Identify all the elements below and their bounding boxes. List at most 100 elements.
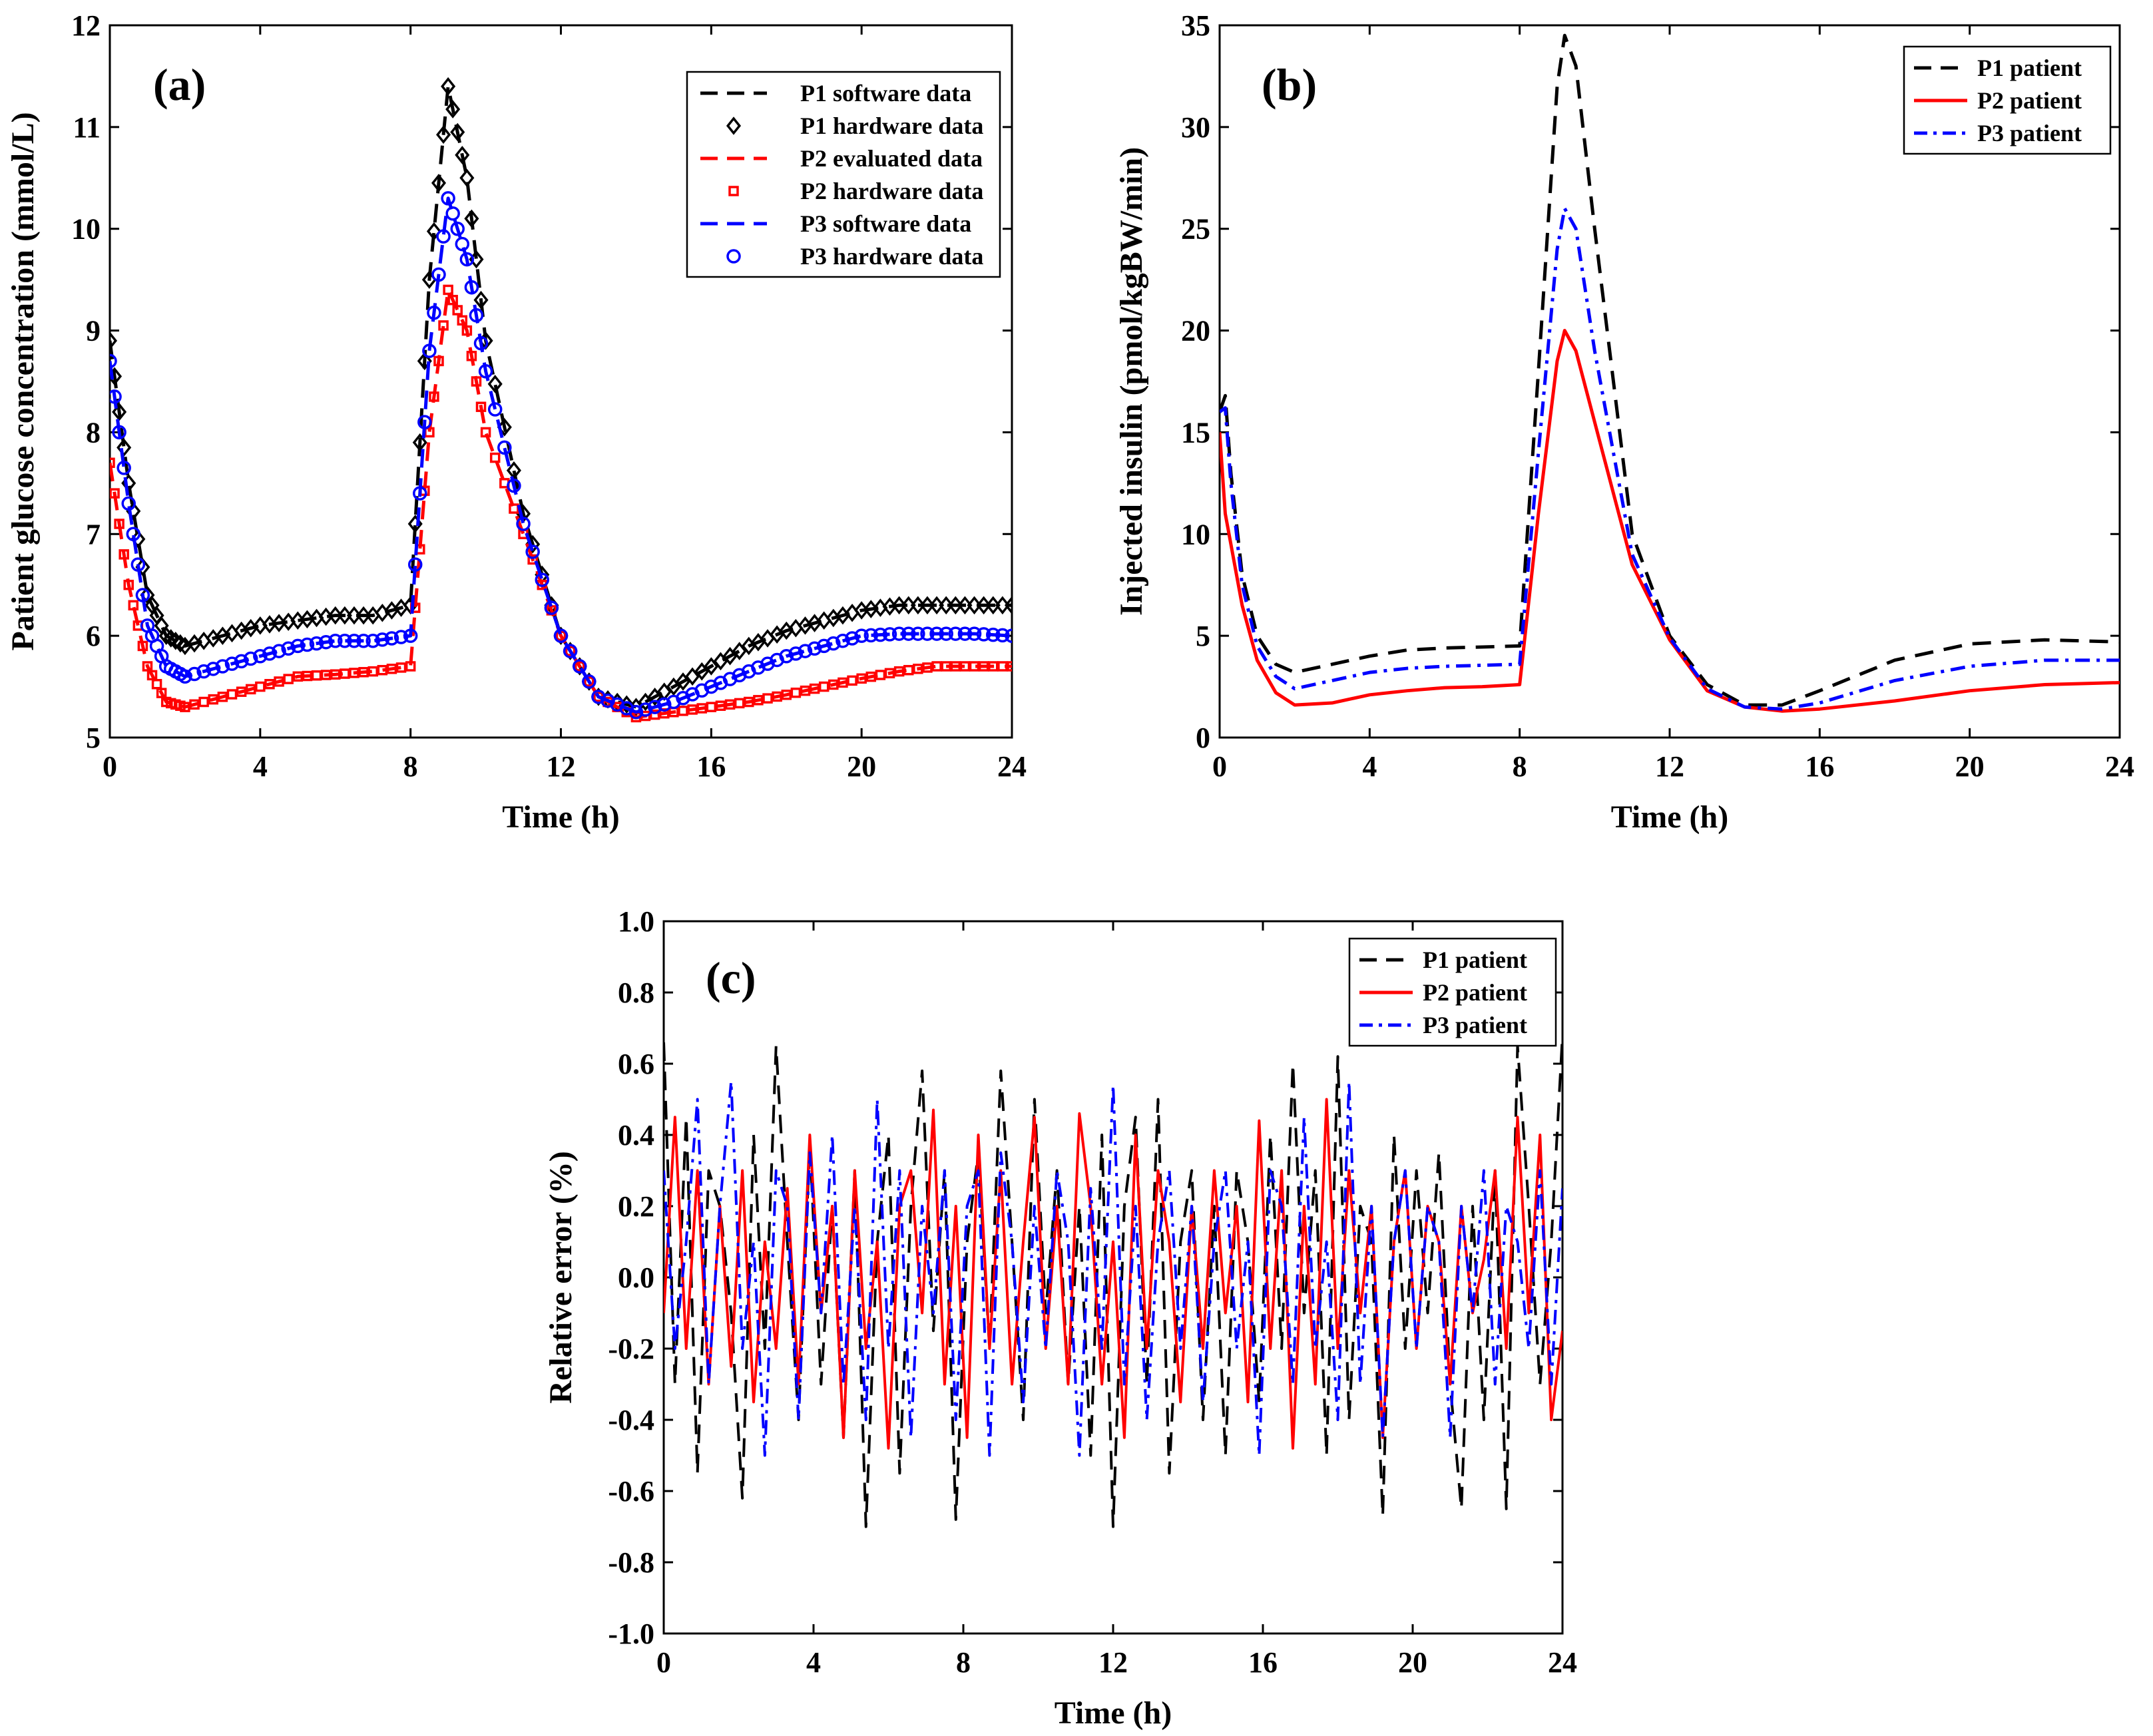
x-tick-label: 16: [696, 750, 726, 783]
marker-square: [461, 325, 473, 336]
x-tick-label: 16: [1805, 750, 1834, 783]
marker-square: [875, 670, 886, 680]
marker-circle: [135, 588, 150, 602]
marker-diamond: [666, 677, 681, 696]
legend: P1 software data P1 hardware data P2 evalu…: [686, 71, 1001, 278]
marker-circle: [422, 343, 437, 358]
y-axis-title: Patient glucose concentration (mmol/L): [5, 112, 41, 650]
marker-circle: [863, 628, 879, 643]
marker-circle: [854, 628, 869, 643]
marker-square: [565, 646, 576, 656]
marker-circle: [300, 637, 315, 652]
marker-circle: [417, 415, 432, 429]
y-tick-label: 10: [1181, 518, 1210, 550]
marker-circle: [995, 628, 1010, 643]
marker-square: [922, 662, 933, 673]
marker-diamond: [1004, 596, 1012, 615]
marker-circle: [196, 664, 211, 679]
legend-box: [686, 71, 1001, 278]
marker-diamond: [459, 168, 475, 188]
marker-square: [433, 355, 444, 367]
y-tick-label: 20: [1181, 315, 1210, 347]
y-tick-label: 0.0: [618, 1261, 654, 1294]
marker-square: [377, 664, 388, 676]
marker-diamond: [487, 375, 503, 393]
legend-label: P1 patient: [1977, 55, 2082, 81]
marker-square: [320, 670, 332, 680]
panel-label: (a): [153, 59, 206, 110]
marker-diamond: [506, 461, 521, 480]
y-tick-label: -0.6: [608, 1475, 654, 1508]
legend-marker: [726, 249, 741, 264]
marker-diamond: [450, 122, 465, 142]
y-tick-label: -1.0: [608, 1618, 654, 1650]
marker-circle: [356, 634, 371, 648]
marker-circle: [657, 697, 672, 712]
marker-square: [405, 661, 416, 672]
marker-diamond: [910, 596, 925, 615]
y-tick-label: 11: [73, 111, 101, 144]
legend-label: P3 patient: [1977, 120, 2082, 146]
marker-square: [114, 519, 124, 529]
marker-square: [226, 689, 238, 700]
series-line-3: [110, 288, 1012, 719]
marker-circle: [807, 641, 822, 656]
y-tick-label: 30: [1181, 111, 1210, 144]
marker-circle: [553, 628, 569, 643]
marker-circle: [243, 651, 258, 666]
x-tick-label: 24: [997, 750, 1027, 783]
marker-diamond: [694, 662, 710, 681]
marker-circle: [318, 634, 334, 650]
y-tick-label: 0.4: [618, 1119, 654, 1152]
x-tick-label: 12: [1098, 1646, 1128, 1679]
marker-square: [762, 693, 773, 704]
chart-panel-1: 0 4 8 12 16 20 24 5 6 7 8 9 10 11 12 Time (h) Patient gl…: [5, 9, 1027, 835]
marker-diamond: [704, 657, 719, 676]
marker-circle: [206, 662, 221, 676]
marker-square: [217, 692, 228, 702]
marker-circle: [507, 478, 521, 493]
marker-square: [734, 698, 745, 709]
marker-circle: [948, 626, 963, 641]
marker-square: [800, 685, 811, 696]
series-line-1: [664, 1035, 1562, 1528]
marker-square: [395, 662, 407, 673]
marker-square: [913, 664, 923, 674]
x-tick-label: 8: [403, 750, 418, 783]
marker-square: [358, 667, 369, 678]
legend: P1 patient P2 patient P3 patient: [1903, 45, 2112, 155]
marker-square: [856, 673, 867, 684]
marker-diamond: [445, 100, 461, 118]
marker-diamond: [967, 596, 982, 615]
marker-circle: [901, 626, 916, 641]
marker-diamond: [436, 125, 451, 144]
marker-square: [264, 679, 275, 690]
marker-square: [687, 704, 698, 715]
marker-square: [311, 670, 322, 681]
marker-square: [367, 666, 378, 677]
marker-circle: [473, 335, 489, 351]
x-tick-label: 24: [1548, 1646, 1577, 1679]
marker-square: [744, 696, 754, 708]
marker-square: [753, 695, 764, 706]
x-tick-label: 8: [1513, 750, 1527, 783]
legend-label: P2 patient: [1423, 979, 1527, 1006]
marker-square: [137, 640, 148, 652]
marker-diamond: [713, 652, 728, 671]
y-tick-label: 35: [1181, 9, 1210, 42]
legend-label: P2 patient: [1977, 87, 2082, 114]
marker-diamond: [957, 596, 973, 615]
marker-circle: [234, 654, 249, 669]
marker-circle: [582, 674, 597, 689]
marker-circle: [375, 632, 390, 647]
marker-circle: [836, 634, 850, 648]
x-tick-label: 4: [253, 750, 268, 783]
marker-diamond: [985, 596, 1001, 615]
marker-diamond: [732, 642, 747, 660]
marker-circle: [487, 402, 503, 417]
marker-square: [110, 457, 115, 469]
legend: P1 patient P2 patient P3 patient: [1348, 937, 1557, 1047]
marker-square: [447, 294, 458, 306]
marker-circle: [572, 659, 587, 674]
marker-circle: [393, 630, 409, 644]
